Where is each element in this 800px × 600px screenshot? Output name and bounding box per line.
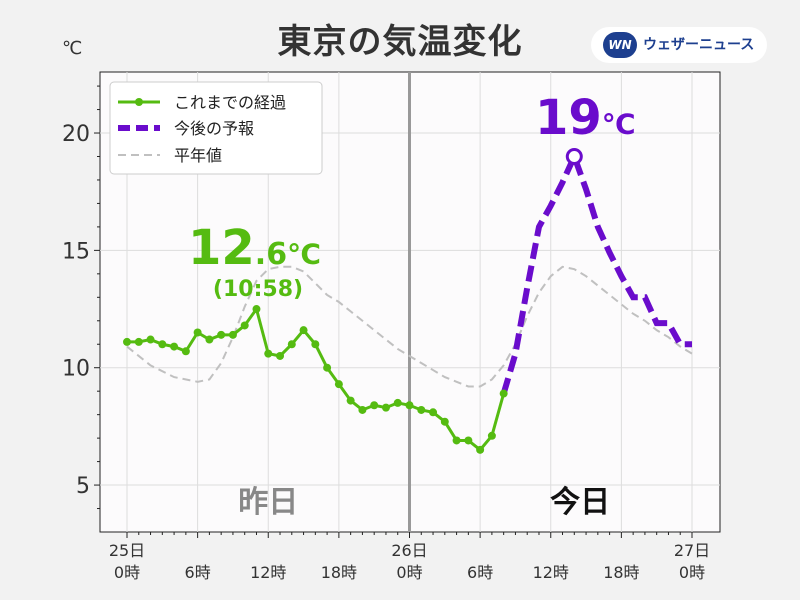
x-tick-label: 12時: [533, 563, 569, 582]
observed-max-dec: .6: [255, 237, 287, 272]
observed-point: [405, 401, 414, 410]
observed-point: [452, 436, 461, 445]
forecast-max-marker: [565, 147, 583, 165]
observed-max-int: 12: [188, 220, 255, 276]
x-tick-label: 27日: [674, 541, 710, 560]
y-tick-label: 20: [62, 122, 90, 147]
observed-point: [228, 330, 237, 339]
observed-point: [240, 321, 249, 330]
x-tick-label: 25日: [109, 541, 145, 560]
x-tick-label: 18時: [603, 563, 639, 582]
legend-box: [109, 81, 323, 175]
observed-point: [499, 389, 508, 398]
observed-point: [181, 347, 190, 356]
weathernews-logo: WN ウェザーニュース: [591, 27, 767, 63]
legend-swatch-marker: [135, 98, 143, 106]
observed-point: [370, 401, 379, 410]
observed-point: [381, 403, 390, 412]
observed-max-unit: ℃: [287, 238, 321, 271]
observed-point: [276, 351, 285, 360]
observed-point: [323, 363, 332, 372]
x-tick-label: 12時: [250, 563, 286, 582]
observed-point: [464, 436, 473, 445]
observed-point: [487, 431, 496, 440]
series-normal-line: [126, 265, 693, 388]
observed-max-time: (10:58): [213, 277, 303, 302]
y-unit-label: ℃: [62, 38, 82, 59]
observed-point: [123, 337, 131, 346]
y-tick-label: 15: [62, 239, 90, 264]
x-tick-label: 0時: [114, 563, 140, 582]
x-tick-label: 26日: [391, 541, 427, 560]
observed-point: [193, 328, 202, 337]
observed-point: [476, 445, 485, 454]
brand-name: ウェザーニュース: [643, 37, 755, 53]
observed-point: [429, 408, 438, 417]
legend-label: 今後の予報: [174, 119, 254, 138]
observed-point: [158, 340, 167, 349]
day-label-yesterday: 昨日: [238, 485, 298, 520]
weathernews-mark-icon: WN: [603, 32, 637, 58]
y-tick-label: 10: [62, 357, 90, 382]
forecast-max-value: 19: [535, 90, 602, 146]
observed-point: [346, 396, 355, 405]
x-tick-label: 6時: [467, 563, 493, 582]
y-tick-label: 5: [76, 474, 90, 499]
x-tick-label: 6時: [185, 563, 211, 582]
legend-label: これまでの経過: [174, 93, 286, 112]
x-tick-label: 0時: [679, 563, 705, 582]
observed-max-label: 12.6℃: [188, 220, 321, 276]
observed-point: [146, 335, 155, 344]
forecast-max-unit: ℃: [602, 108, 636, 141]
observed-point: [170, 342, 179, 351]
observed-point: [287, 340, 296, 349]
day-label-today: 今日: [550, 485, 610, 520]
observed-point: [264, 349, 273, 358]
observed-point: [334, 380, 343, 389]
observed-point: [417, 405, 426, 414]
observed-point: [205, 335, 214, 344]
x-tick-label: 0時: [396, 563, 422, 582]
observed-point: [217, 330, 226, 339]
x-tick-label: 18時: [321, 563, 357, 582]
observed-point: [311, 340, 320, 349]
observed-point: [440, 417, 449, 426]
series-forecast-line: [500, 148, 692, 395]
legend-label: 平年値: [174, 146, 222, 165]
observed-point: [358, 405, 367, 414]
observed-point: [252, 305, 261, 314]
observed-point: [134, 337, 143, 346]
observed-point: [299, 326, 308, 335]
page-title: 東京の気温変化: [277, 22, 523, 62]
observed-point: [393, 398, 402, 407]
forecast-max-label: 19℃: [535, 90, 636, 146]
